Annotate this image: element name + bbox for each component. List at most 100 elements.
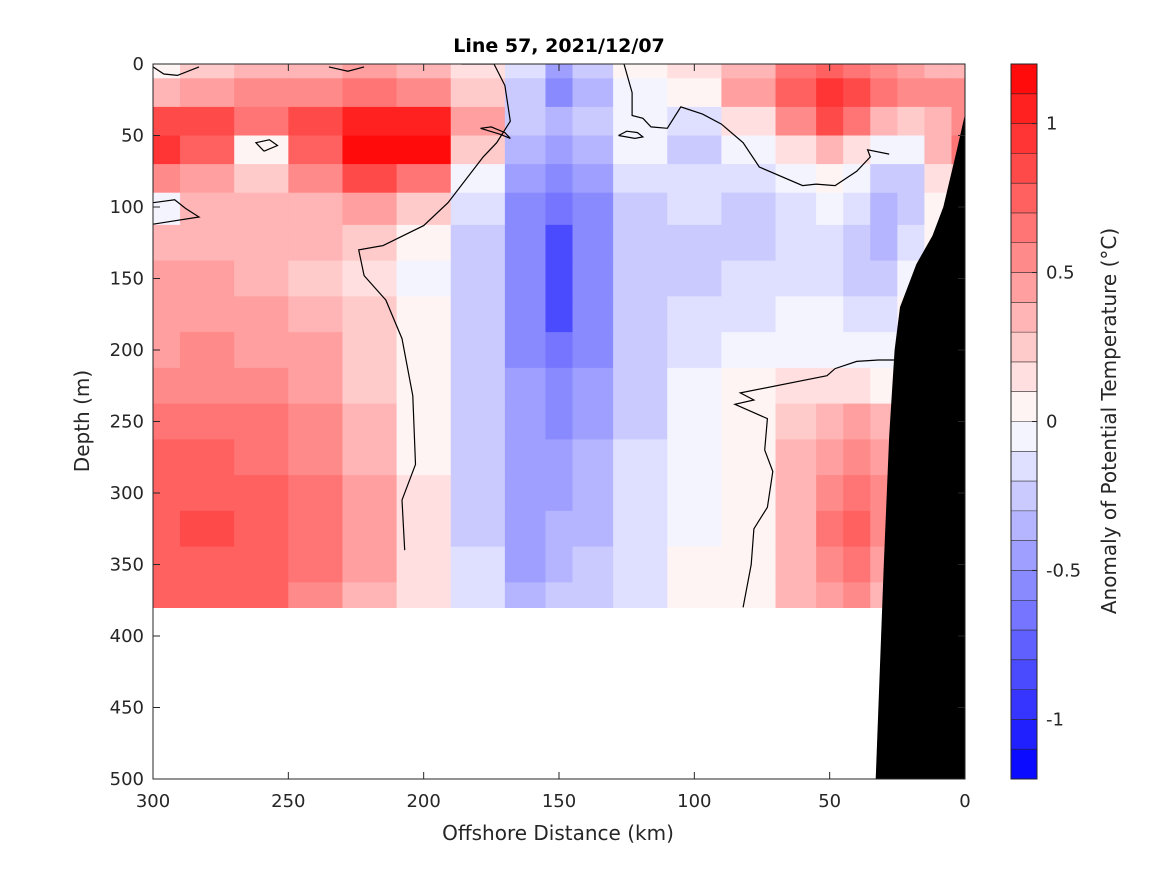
heatmap-cell [288, 164, 344, 194]
heatmap-cell [504, 510, 547, 548]
heatmap-cell [843, 439, 871, 476]
heatmap-cell [234, 332, 289, 369]
heatmap-cell [396, 510, 452, 548]
heatmap-cell [667, 403, 722, 440]
heatmap-cell [396, 475, 452, 512]
heatmap-cell [775, 64, 817, 79]
heatmap-cell [545, 582, 574, 608]
x-tick-label: 50 [818, 791, 841, 812]
heatmap-cell [843, 164, 871, 194]
heatmap-cell [721, 164, 777, 194]
heatmap-cell [288, 224, 344, 262]
heatmap-cell [180, 510, 235, 548]
heatmap-cell [572, 475, 614, 512]
heatmap-cell [843, 78, 871, 108]
heatmap-cell [667, 582, 722, 608]
heatmap-cell [396, 332, 452, 369]
heatmap-cell [721, 78, 777, 108]
heatmap-cell [613, 332, 668, 369]
heatmap-cell [153, 135, 181, 165]
y-tick-label: 300 [110, 483, 144, 504]
heatmap-cell [342, 135, 398, 165]
colorbar-level [1011, 272, 1037, 303]
heatmap-cell [816, 78, 844, 108]
heatmap-cell [234, 64, 289, 79]
heatmap-cell [288, 260, 344, 297]
y-tick-label: 100 [110, 197, 144, 218]
heatmap-cell [721, 192, 777, 226]
heatmap-cell [897, 164, 925, 194]
heatmap-cell [396, 439, 452, 476]
colorbar-level [1011, 630, 1037, 661]
y-tick-label: 500 [110, 769, 144, 790]
heatmap-cell [667, 510, 722, 548]
heatmap-cell [504, 78, 547, 108]
heatmap-cell [951, 78, 965, 108]
heatmap-cell [572, 224, 614, 262]
colorbar-level [1011, 451, 1037, 482]
heatmap-cell [816, 260, 844, 297]
heatmap-cell [450, 582, 506, 608]
heatmap-cell [450, 439, 506, 476]
heatmap-cell [951, 64, 965, 79]
heatmap-cell [180, 78, 235, 108]
colorbar-tick-label: 0.5 [1046, 263, 1075, 284]
heatmap-cell [288, 403, 344, 440]
heatmap-cell [450, 135, 506, 165]
heatmap-cell [667, 78, 722, 108]
heatmap-cell [545, 439, 574, 476]
heatmap-cell [396, 224, 452, 262]
heatmap-cell [153, 582, 181, 608]
heatmap-cell [234, 510, 289, 548]
heatmap-cell [843, 224, 871, 262]
heatmap-cell [613, 64, 668, 79]
y-tick-label: 350 [110, 555, 144, 576]
heatmap-cell [396, 135, 452, 165]
heatmap-cell [234, 403, 289, 440]
heatmap-cell [504, 403, 547, 440]
heatmap-cell [667, 332, 722, 369]
heatmap-cell [816, 135, 844, 165]
heatmap-cell [613, 582, 668, 608]
heatmap-cell [843, 260, 871, 297]
x-tick-label: 200 [406, 791, 440, 812]
x-tick-label: 0 [959, 791, 970, 812]
plot-area [153, 64, 965, 779]
chart-title: Line 57, 2021/12/07 [453, 35, 665, 57]
heatmap-cell [153, 224, 181, 262]
heatmap-cell [504, 296, 547, 333]
heatmap-cell [667, 475, 722, 512]
heatmap-cell [342, 192, 398, 226]
heatmap-cell [613, 192, 668, 226]
heatmap-cell [180, 106, 235, 137]
heatmap-cell [667, 224, 722, 262]
heatmap-cell [545, 224, 574, 262]
heatmap-cell [667, 135, 722, 165]
heatmap-cell [572, 260, 614, 297]
heatmap-cell [450, 475, 506, 512]
heatmap-cell [288, 135, 344, 165]
heatmap-cell [342, 106, 398, 137]
heatmap-cell [234, 475, 289, 512]
heatmap-cell [153, 78, 181, 108]
heatmap-cell [504, 135, 547, 165]
heatmap-cell [342, 332, 398, 369]
heatmap-cell [721, 135, 777, 165]
colorbar-level [1011, 64, 1037, 95]
heatmap-cell [870, 192, 898, 226]
heatmap-cell [816, 439, 844, 476]
heatmap-cell [450, 192, 506, 226]
heatmap-cell [234, 224, 289, 262]
heatmap-cell [572, 78, 614, 108]
heatmap-cell [450, 510, 506, 548]
zero-contour-line [623, 64, 890, 187]
heatmap-cell [180, 135, 235, 165]
colorbar-level [1011, 302, 1037, 333]
heatmap-cell [816, 510, 844, 548]
heatmap-cell [667, 546, 722, 583]
y-tick-label: 400 [110, 626, 144, 647]
heatmap-cell [504, 475, 547, 512]
heatmap-cell [721, 582, 777, 608]
heatmap-cell [870, 106, 898, 137]
heatmap-cell [450, 546, 506, 583]
